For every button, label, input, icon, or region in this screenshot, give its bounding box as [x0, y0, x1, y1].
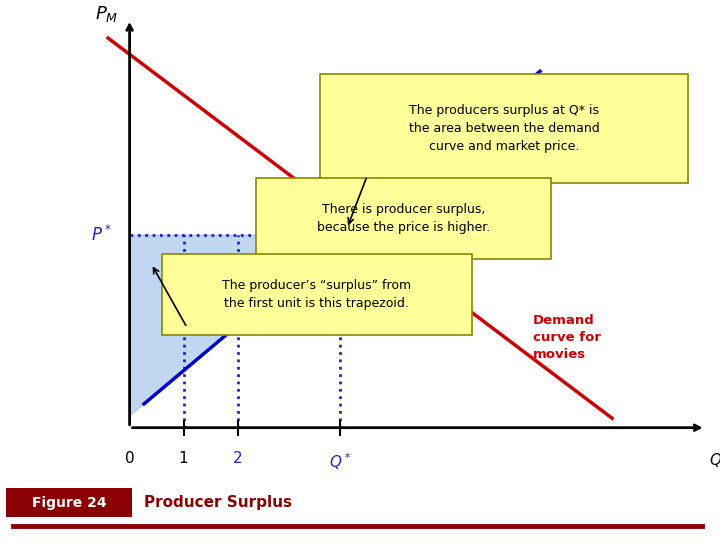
- Text: The producers surplus at Q* is
the area between the demand
curve and market pric: The producers surplus at Q* is the area …: [409, 104, 599, 153]
- FancyBboxPatch shape: [320, 73, 688, 183]
- Polygon shape: [130, 235, 340, 416]
- Text: 0: 0: [125, 451, 135, 467]
- FancyBboxPatch shape: [162, 254, 472, 335]
- Text: $P^*$: $P^*$: [91, 225, 112, 245]
- Text: Demand
curve for
movies: Demand curve for movies: [533, 314, 600, 361]
- Text: Figure 24: Figure 24: [32, 496, 107, 510]
- Text: Producer Surplus: Producer Surplus: [144, 495, 292, 510]
- Text: Supply
curve of
movies: Supply curve of movies: [562, 95, 623, 142]
- Text: 1: 1: [179, 451, 189, 467]
- FancyBboxPatch shape: [6, 488, 132, 517]
- Text: $Q^*$: $Q^*$: [329, 451, 351, 472]
- Text: $P_M$: $P_M$: [95, 4, 119, 24]
- FancyBboxPatch shape: [256, 178, 551, 259]
- Text: 2: 2: [233, 451, 243, 467]
- Text: There is producer surplus,
because the price is higher.: There is producer surplus, because the p…: [317, 203, 490, 234]
- Text: The producer’s “surplus” from
the first unit is this trapezoid.: The producer’s “surplus” from the first …: [222, 279, 411, 310]
- Text: $Q_M$: $Q_M$: [709, 451, 720, 470]
